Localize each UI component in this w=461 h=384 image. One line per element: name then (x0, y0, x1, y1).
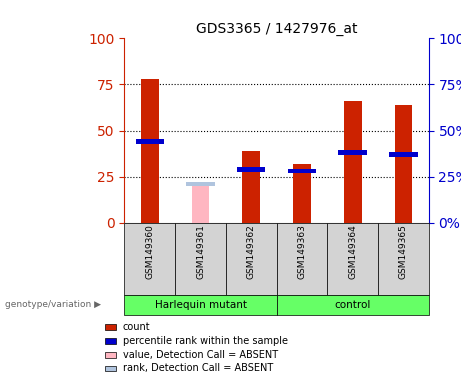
Text: GSM149364: GSM149364 (348, 225, 357, 279)
Bar (186, 182, 215, 186)
Bar (293, 164, 311, 223)
Bar (105, 352, 116, 358)
Bar (124, 223, 175, 295)
Bar (136, 139, 164, 144)
Text: GSM149360: GSM149360 (145, 225, 154, 280)
Bar (124, 295, 277, 315)
Bar (175, 223, 226, 295)
Bar (237, 167, 266, 172)
Text: control: control (335, 300, 371, 310)
Text: Harlequin mutant: Harlequin mutant (154, 300, 247, 310)
Bar (327, 223, 378, 295)
Bar (242, 151, 260, 223)
Text: count: count (123, 322, 150, 332)
Text: GSM149363: GSM149363 (297, 225, 307, 280)
Bar (395, 105, 412, 223)
Bar (141, 79, 159, 223)
Text: genotype/variation ▶: genotype/variation ▶ (5, 300, 100, 309)
Bar (344, 101, 361, 223)
Text: GSM149362: GSM149362 (247, 225, 256, 279)
Bar (277, 223, 327, 295)
Bar (105, 324, 116, 330)
Text: percentile rank within the sample: percentile rank within the sample (123, 336, 288, 346)
Text: GSM149361: GSM149361 (196, 225, 205, 280)
Bar (192, 182, 209, 223)
Text: rank, Detection Call = ABSENT: rank, Detection Call = ABSENT (123, 364, 273, 374)
Bar (105, 366, 116, 371)
Bar (277, 295, 429, 315)
Bar (338, 151, 367, 155)
Bar (226, 223, 277, 295)
Bar (378, 223, 429, 295)
Bar (389, 152, 418, 157)
Text: GSM149365: GSM149365 (399, 225, 408, 280)
Title: GDS3365 / 1427976_at: GDS3365 / 1427976_at (196, 22, 357, 36)
Bar (288, 169, 316, 174)
Bar (105, 338, 116, 344)
Text: value, Detection Call = ABSENT: value, Detection Call = ABSENT (123, 349, 278, 360)
